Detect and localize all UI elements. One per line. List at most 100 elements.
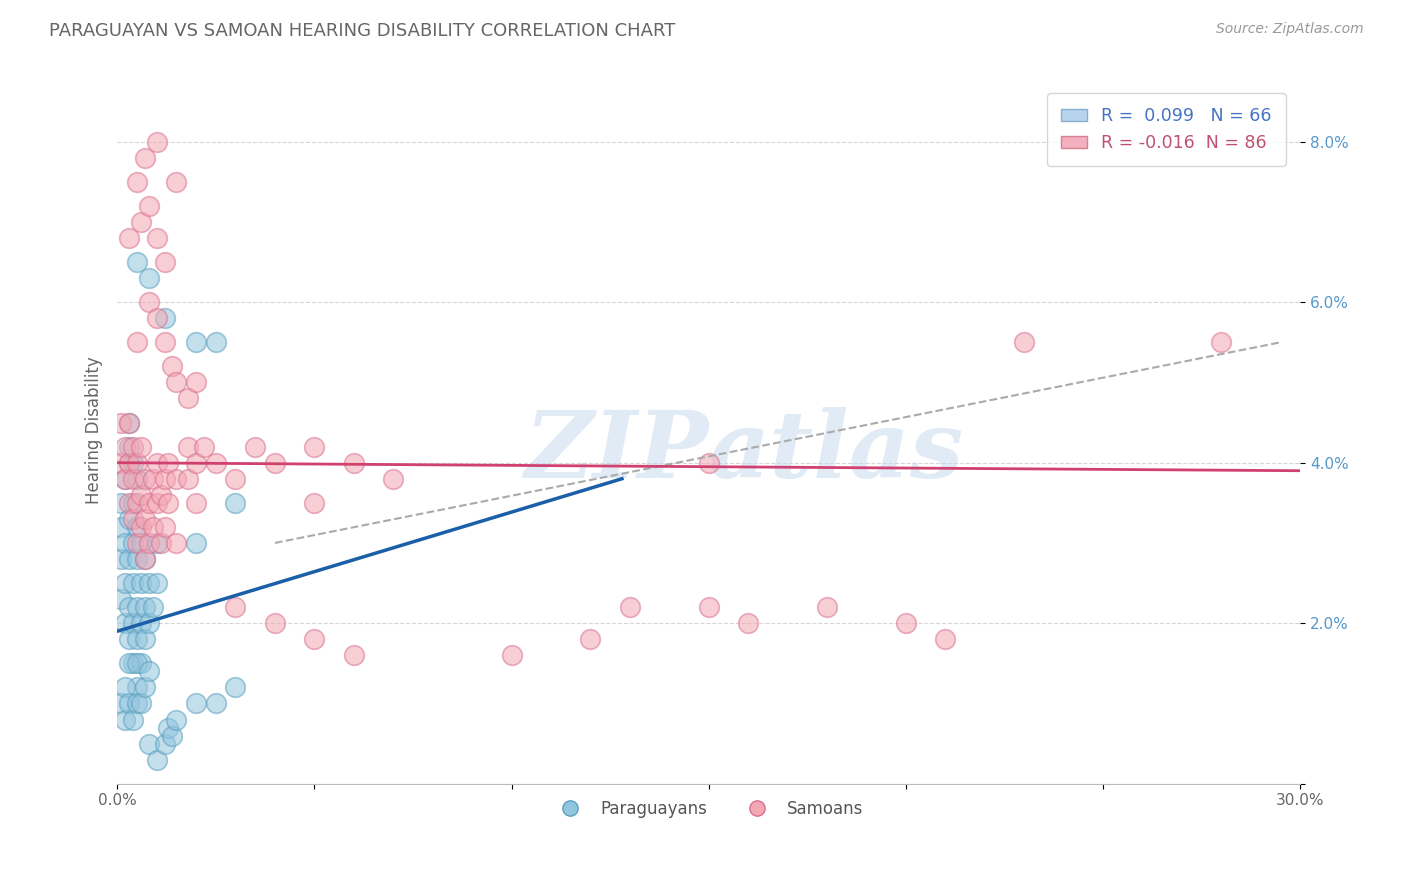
Point xyxy=(165,713,187,727)
Point xyxy=(184,376,207,390)
Point xyxy=(125,255,148,269)
Point xyxy=(110,592,132,607)
Point xyxy=(264,616,287,631)
Point xyxy=(579,632,602,647)
Point xyxy=(153,520,176,534)
Point xyxy=(122,496,145,510)
Point xyxy=(122,713,145,727)
Point xyxy=(114,616,136,631)
Point xyxy=(110,496,132,510)
Point xyxy=(129,576,152,591)
Point xyxy=(165,175,187,189)
Text: PARAGUAYAN VS SAMOAN HEARING DISABILITY CORRELATION CHART: PARAGUAYAN VS SAMOAN HEARING DISABILITY … xyxy=(49,22,676,40)
Point xyxy=(145,135,167,149)
Point xyxy=(125,681,148,695)
Point xyxy=(224,681,246,695)
Point xyxy=(157,721,180,735)
Point xyxy=(118,632,141,647)
Point xyxy=(125,697,148,711)
Point xyxy=(129,536,152,550)
Point xyxy=(129,520,152,534)
Point xyxy=(934,632,956,647)
Point xyxy=(118,600,141,615)
Point xyxy=(157,456,180,470)
Point xyxy=(149,488,172,502)
Point xyxy=(138,536,160,550)
Point xyxy=(1012,335,1035,350)
Point xyxy=(204,335,226,350)
Point xyxy=(134,472,156,486)
Point xyxy=(134,681,156,695)
Point xyxy=(153,311,176,326)
Point xyxy=(138,199,160,213)
Point xyxy=(134,552,156,566)
Point xyxy=(145,536,167,550)
Point xyxy=(122,616,145,631)
Point xyxy=(145,496,167,510)
Point xyxy=(125,335,148,350)
Point xyxy=(138,737,160,751)
Point xyxy=(737,616,759,631)
Point xyxy=(125,175,148,189)
Point xyxy=(815,600,838,615)
Point xyxy=(697,600,720,615)
Point xyxy=(382,472,405,486)
Text: atlas: atlas xyxy=(709,407,965,497)
Point xyxy=(129,657,152,671)
Point xyxy=(165,536,187,550)
Point xyxy=(1211,335,1233,350)
Point xyxy=(138,295,160,310)
Point xyxy=(129,440,152,454)
Point xyxy=(343,648,366,663)
Point xyxy=(134,600,156,615)
Point xyxy=(177,472,200,486)
Point xyxy=(122,657,145,671)
Point xyxy=(304,496,326,510)
Point xyxy=(145,231,167,245)
Point xyxy=(165,472,187,486)
Point xyxy=(224,496,246,510)
Point xyxy=(153,335,176,350)
Legend: Paraguayans, Samoans: Paraguayans, Samoans xyxy=(547,794,870,825)
Point xyxy=(165,376,187,390)
Point xyxy=(118,512,141,526)
Point xyxy=(142,600,165,615)
Text: Source: ZipAtlas.com: Source: ZipAtlas.com xyxy=(1216,22,1364,37)
Point xyxy=(142,520,165,534)
Point xyxy=(114,713,136,727)
Point xyxy=(193,440,215,454)
Point xyxy=(110,697,132,711)
Point xyxy=(134,552,156,566)
Point xyxy=(162,359,184,374)
Point xyxy=(177,440,200,454)
Point xyxy=(122,576,145,591)
Point xyxy=(204,456,226,470)
Point xyxy=(138,271,160,285)
Point xyxy=(114,536,136,550)
Point xyxy=(114,472,136,486)
Point xyxy=(118,552,141,566)
Point xyxy=(304,632,326,647)
Point xyxy=(122,536,145,550)
Point xyxy=(118,657,141,671)
Point xyxy=(142,472,165,486)
Point xyxy=(110,456,132,470)
Point xyxy=(153,737,176,751)
Point xyxy=(125,632,148,647)
Point xyxy=(125,496,148,510)
Point xyxy=(125,472,148,486)
Point xyxy=(184,456,207,470)
Point xyxy=(129,215,152,229)
Point xyxy=(122,456,145,470)
Point xyxy=(134,151,156,165)
Point xyxy=(129,488,152,502)
Point xyxy=(184,496,207,510)
Point xyxy=(118,456,141,470)
Point xyxy=(145,576,167,591)
Point xyxy=(125,520,148,534)
Point xyxy=(129,616,152,631)
Point xyxy=(304,440,326,454)
Point xyxy=(145,753,167,767)
Point xyxy=(129,697,152,711)
Point xyxy=(114,440,136,454)
